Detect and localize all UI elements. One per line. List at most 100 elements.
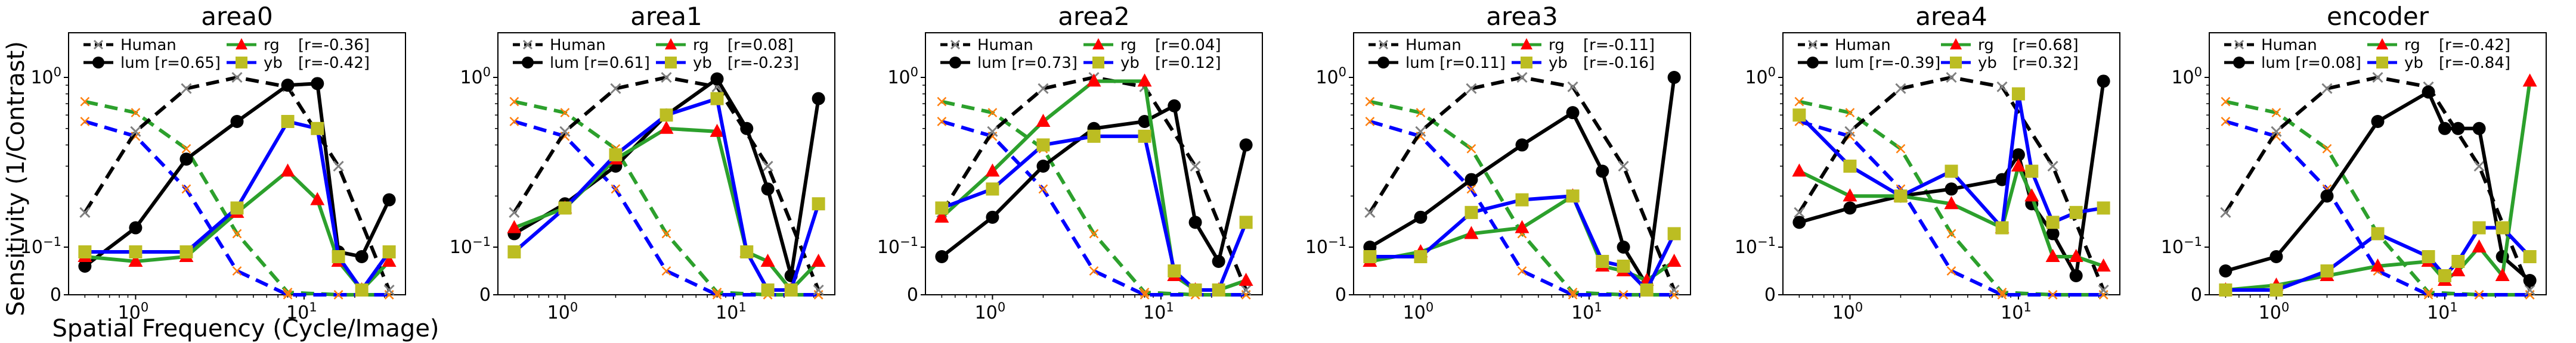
yb-r-value: [r=-0.42] [298, 54, 370, 72]
data-point [1414, 210, 1428, 224]
y-tick-exponent: 0 [2194, 65, 2202, 79]
panel-title: encoder [2327, 2, 2429, 31]
data-point [1515, 138, 1529, 152]
lum-legend-label: lum [r=0.61] [550, 54, 650, 72]
data-point [2046, 216, 2060, 229]
yb-legend-label: yb [1549, 54, 1568, 72]
data-point [1996, 81, 2008, 92]
data-point [333, 160, 344, 172]
data-point [1363, 250, 1377, 263]
human-legend-label: Human [120, 36, 177, 54]
rg-legend-marker [2376, 38, 2388, 49]
data-point [1596, 255, 1609, 268]
data-point [2069, 249, 2083, 262]
data-point [1466, 83, 1477, 94]
data-point [2320, 189, 2334, 203]
data-point [1618, 160, 1629, 172]
human-legend-marker [522, 39, 533, 50]
data-point [1794, 96, 1804, 107]
data-point [2451, 263, 2466, 276]
data-point [2219, 264, 2233, 277]
series-line [2225, 89, 2531, 282]
data-point [333, 290, 343, 300]
data-point [181, 83, 192, 94]
data-point [1212, 283, 1225, 297]
x-tick-exponent: 1 [1166, 300, 1174, 314]
data-point [2221, 96, 2231, 107]
data-point [2523, 274, 2537, 287]
y-tick-label: 10−1 [2161, 235, 2202, 258]
data-point [2011, 87, 2025, 101]
data-point [2221, 117, 2231, 126]
data-point [2422, 250, 2435, 263]
y-tick-label: 100 [30, 65, 61, 88]
data-point [2322, 144, 2332, 154]
y-tick-label: 100 [1315, 65, 1346, 88]
y-tick-exponent: −1 [1757, 235, 1776, 249]
lum-legend-marker [2233, 57, 2245, 68]
data-point [1240, 284, 1252, 296]
data-point [935, 250, 949, 263]
yb-legend-label: yb [1120, 54, 1140, 72]
data-point [128, 254, 143, 267]
data-point [80, 117, 90, 126]
data-point [2098, 284, 2109, 296]
data-point [762, 160, 773, 172]
yb-legend-label: yb [2404, 54, 2423, 72]
data-point [1792, 163, 1807, 177]
data-point [2451, 255, 2465, 268]
y-tick-exponent: −1 [472, 235, 491, 249]
y-tick-exponent: −1 [2184, 235, 2202, 249]
data-point [1516, 71, 1528, 83]
panel-title: area4 [1915, 2, 1987, 31]
data-point [232, 266, 242, 276]
data-point [232, 229, 242, 239]
series-line [941, 120, 1246, 297]
x-tick-label: 100 [2259, 300, 2290, 323]
data-point [1087, 129, 1101, 143]
data-point [355, 283, 369, 297]
data-point [1618, 290, 1628, 300]
data-point [659, 120, 674, 134]
data-point [2046, 227, 2060, 241]
data-point [1566, 189, 1580, 203]
data-point [1466, 184, 1476, 194]
yb-legend-marker [665, 57, 677, 68]
data-point [661, 266, 671, 276]
lum-legend-label: lum [r=0.73] [977, 54, 1078, 72]
rg-legend-label: rg [1549, 36, 1565, 54]
data-point [1946, 229, 1956, 239]
yb-legend-marker [236, 57, 247, 68]
data-point [2097, 74, 2110, 88]
data-point [710, 123, 724, 137]
yb-legend-marker [1950, 57, 1962, 68]
lum-legend-marker [522, 57, 534, 68]
data-point [1138, 114, 1151, 128]
data-point [1364, 207, 1376, 218]
plot-frame [925, 32, 1263, 295]
y-tick-label: 10−1 [1305, 235, 1346, 258]
y-tick-label: 100 [2171, 65, 2202, 88]
data-point [1036, 138, 1050, 152]
data-point [987, 108, 998, 118]
data-point [231, 71, 243, 83]
lum-legend-marker [949, 57, 961, 68]
lum-legend-marker [92, 57, 104, 68]
x-tick-exponent: 0 [1855, 300, 1863, 314]
yb-r-value: [r=0.12] [1155, 54, 1221, 72]
data-point [660, 108, 673, 122]
data-point [179, 152, 193, 166]
rg-r-value: [r=0.68] [2012, 36, 2079, 54]
y-tick-label: 10−1 [877, 235, 918, 258]
data-point [310, 192, 325, 205]
data-point [311, 77, 324, 91]
data-point [1089, 229, 1099, 239]
x-tick-exponent: 1 [309, 300, 317, 314]
data-point [181, 184, 191, 194]
lum-legend-label: lum [r=0.65] [120, 54, 221, 72]
data-point [355, 250, 369, 263]
data-point [2472, 239, 2487, 252]
x-tick-label: 100 [1832, 300, 1863, 323]
